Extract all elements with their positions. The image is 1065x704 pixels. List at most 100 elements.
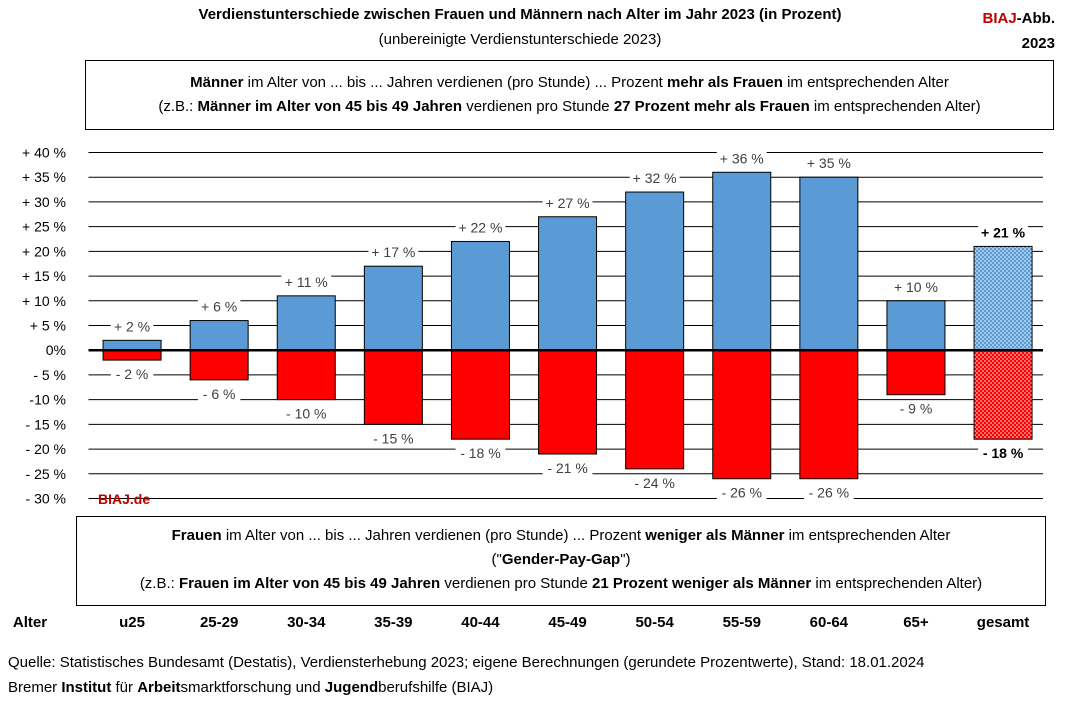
- value-label-backing: [368, 430, 419, 448]
- men-box-line-2: (z.B.: Männer im Alter von 45 bis 49 Jah…: [86, 95, 1053, 119]
- y-tick-label: + 15 %: [22, 268, 66, 284]
- text-segment: Bremer: [8, 679, 62, 696]
- y-tick-label: - 5 %: [33, 367, 66, 383]
- bar-men: [625, 191, 685, 351]
- x-axis-tick-labels: u25 25-29 30-34 35-39 40-44 45-49 50-54 55-59 60…: [119, 614, 1029, 631]
- bar-women: [799, 349, 859, 480]
- bar-chart: + 40 % + 35 % + 30 % + 25 % + 20 % + 15 % + 10…: [13, 145, 1043, 631]
- bar-women: [973, 349, 1033, 440]
- chart-title: Verdienstunterschiede zwischen Frauen un…: [198, 6, 842, 23]
- y-tick-label: - 25 %: [26, 466, 66, 482]
- value-label-backing: [110, 318, 154, 336]
- text-segment: im entsprechenden Alter): [811, 575, 983, 592]
- source-line-2: Bremer Institut für Arbeitsmarktforschun…: [8, 675, 924, 700]
- value-label-men: + 17 %: [371, 244, 415, 260]
- text-segment: mehr als Frauen: [667, 74, 783, 91]
- value-labels: + 2 % - 2 % + 6 % - 6 % + 11 % - 10 % + 17 % - …: [110, 150, 1028, 502]
- text-segment: "): [620, 551, 631, 568]
- text-segment: im Alter von ... bis ... Jahren verdiene…: [221, 527, 646, 544]
- value-label-men: + 36 %: [720, 150, 764, 166]
- x-axis-title: Alter: [13, 614, 47, 631]
- x-tick-label: 40-44: [461, 614, 500, 631]
- x-tick-label: 55-59: [723, 614, 761, 631]
- value-label-men: + 27 %: [546, 195, 590, 211]
- value-label-women: - 21 %: [547, 460, 587, 476]
- value-label-men: + 35 %: [807, 155, 851, 171]
- value-label-women: - 26 %: [809, 485, 849, 501]
- text-segment: Männer im Alter von 45 bis 49 Jahren: [197, 98, 463, 115]
- text-segment: im entsprechenden Alter: [782, 74, 949, 91]
- y-tick-label: + 5 %: [30, 318, 66, 334]
- badge-suffix: -Abb.: [1016, 10, 1055, 27]
- x-tick-label: 45-49: [548, 614, 586, 631]
- bar-men: [886, 300, 946, 351]
- text-segment: Frauen im Alter von 45 bis 49 Jahren: [178, 575, 441, 592]
- bar-women: [712, 349, 772, 480]
- y-tick-label: + 20 %: [22, 243, 66, 259]
- value-label-backing: [281, 405, 332, 423]
- y-tick-label: -10 %: [29, 392, 66, 408]
- bar-women: [886, 349, 946, 396]
- value-label-backing: [803, 155, 854, 173]
- value-label-backing: [197, 385, 241, 403]
- value-label-men: + 2 %: [114, 318, 150, 334]
- bar-men: [276, 295, 336, 351]
- bar-men: [450, 240, 510, 351]
- text-segment: Arbeit: [137, 679, 181, 696]
- value-label-backing: [891, 278, 941, 296]
- text-segment: 27 Prozent mehr als Frauen: [613, 98, 810, 115]
- x-tick-label: u25: [119, 614, 145, 631]
- text-segment: (z.B.:: [158, 98, 198, 115]
- bars: [102, 171, 1033, 480]
- bar-men: [799, 176, 859, 351]
- value-label-men: + 22 %: [458, 219, 502, 235]
- bar-men: [538, 216, 598, 351]
- y-tick-label: + 25 %: [22, 219, 66, 235]
- value-label-women: - 15 %: [373, 430, 413, 446]
- y-tick-label: + 35 %: [22, 169, 66, 185]
- value-label-backing: [629, 170, 680, 188]
- x-tick-label: 30-34: [287, 614, 326, 631]
- text-segment: Gender-Pay-Gap: [501, 551, 621, 568]
- explanation-box-women: Frauen im Alter von ... bis ... Jahren v…: [76, 516, 1046, 606]
- y-tick-label: + 10 %: [22, 293, 66, 309]
- value-label-backing: [803, 484, 854, 502]
- bar-women: [189, 349, 249, 381]
- x-tick-label: 25-29: [200, 614, 238, 631]
- text-segment: berufshilfe (BIAJ): [378, 679, 494, 696]
- value-label-backing: [281, 273, 332, 291]
- value-label-women: - 18 %: [460, 445, 500, 461]
- bar-women: [363, 349, 423, 425]
- value-label-women: - 26 %: [722, 485, 762, 501]
- y-axis-tick-labels: + 40 % + 35 % + 30 % + 25 % + 20 % + 15 % + 10…: [22, 145, 66, 507]
- women-box-line-2: ("Gender-Pay-Gap"): [77, 548, 1045, 572]
- value-label-backing: [542, 460, 593, 478]
- value-label-women: - 9 %: [900, 401, 933, 417]
- text-segment: im Alter von ... bis ... Jahren verdiene…: [243, 74, 668, 91]
- x-tick-label: 50-54: [635, 614, 674, 631]
- women-box-line-1: Frauen im Alter von ... bis ... Jahren v…: [77, 524, 1045, 548]
- value-label-backing: [542, 194, 593, 212]
- source-line-1: Quelle: Statistisches Bundesamt (Destati…: [8, 654, 925, 671]
- text-segment: im entsprechenden Alter): [809, 98, 981, 115]
- explanation-box-men: Männer im Alter von ... bis ... Jahren v…: [85, 60, 1054, 130]
- text-segment: verdienen pro Stunde: [462, 98, 614, 115]
- y-tick-label: + 40 %: [22, 145, 66, 161]
- badge-brand: BIAJ: [982, 10, 1017, 27]
- value-label-backing: [629, 474, 680, 492]
- y-tick-label: - 20 %: [26, 441, 66, 457]
- value-label-women: - 24 %: [634, 475, 674, 491]
- y-tick-label: - 15 %: [26, 416, 66, 432]
- value-label-backing: [978, 445, 1028, 463]
- value-label-backing: [455, 445, 506, 463]
- bar-women: [625, 349, 685, 470]
- text-segment: im entsprechenden Alter: [784, 527, 951, 544]
- chart-subtitle: (unbereinigte Verdienstunterschiede 2023…: [378, 31, 662, 48]
- text-segment: Männer: [190, 74, 244, 91]
- value-label-backing: [716, 484, 767, 502]
- value-label-men: + 6 %: [201, 299, 237, 315]
- value-label-backing: [455, 219, 506, 237]
- bar-women: [102, 349, 162, 361]
- text-segment: Frauen: [171, 527, 222, 544]
- women-box-line-3: (z.B.: Frauen im Alter von 45 bis 49 Jah…: [77, 572, 1045, 596]
